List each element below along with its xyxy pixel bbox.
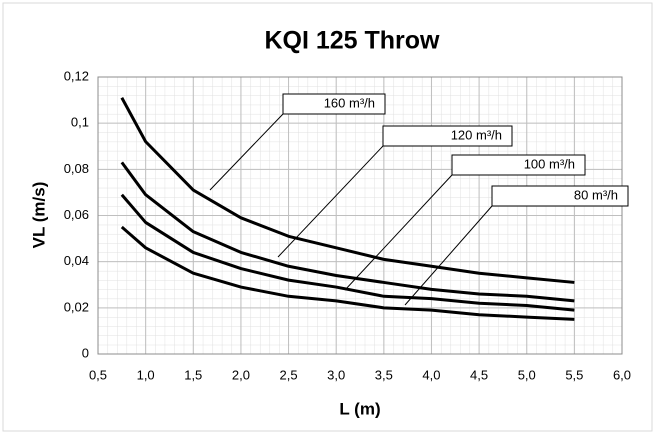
y-axis-label: VL (m/s) (29, 182, 48, 249)
x-tick-label: 4,5 (470, 367, 488, 382)
x-tick-label: 0,5 (89, 367, 107, 382)
y-tick-label: 0,04 (64, 253, 89, 268)
series-label: 160 m³/h (324, 95, 375, 110)
x-tick-label: 4,0 (422, 367, 440, 382)
label-box (451, 154, 586, 176)
y-tick-label: 0,12 (64, 68, 89, 83)
series-line (120, 225, 575, 321)
x-tick-label: 3,5 (375, 367, 393, 382)
leader-line (209, 113, 284, 191)
x-tick-label: 5,0 (518, 367, 536, 382)
label-box (382, 125, 513, 147)
y-tick-label: 0 (82, 345, 89, 360)
leader-line (277, 145, 384, 258)
y-tick-label: 0,1 (71, 115, 89, 130)
x-tick-label: 6,0 (613, 367, 631, 382)
label-box (491, 185, 629, 207)
series-line (120, 161, 575, 303)
y-tick-label: 0,06 (64, 207, 89, 222)
series-label: 80 m³/h (574, 187, 618, 202)
series-label: 100 m³/h (524, 156, 575, 171)
y-tick-label: 0,02 (64, 299, 89, 314)
x-tick-label: 3,0 (327, 367, 345, 382)
label-box (282, 93, 386, 115)
y-tick-label: 0,08 (64, 161, 89, 176)
chart-title: KQI 125 Throw (264, 27, 440, 55)
series-label: 120 m³/h (451, 127, 502, 142)
plot-border (97, 76, 623, 355)
x-tick-label: 5,5 (565, 367, 583, 382)
leader-line (344, 174, 453, 291)
series-line (120, 97, 575, 284)
series-line (120, 193, 575, 312)
x-tick-label: 2,0 (232, 367, 250, 382)
x-axis-label: L (m) (339, 399, 380, 418)
x-tick-label: 2,5 (280, 367, 298, 382)
leader-line (404, 205, 493, 306)
x-tick-label: 1,5 (184, 367, 202, 382)
x-tick-label: 1,0 (137, 367, 155, 382)
